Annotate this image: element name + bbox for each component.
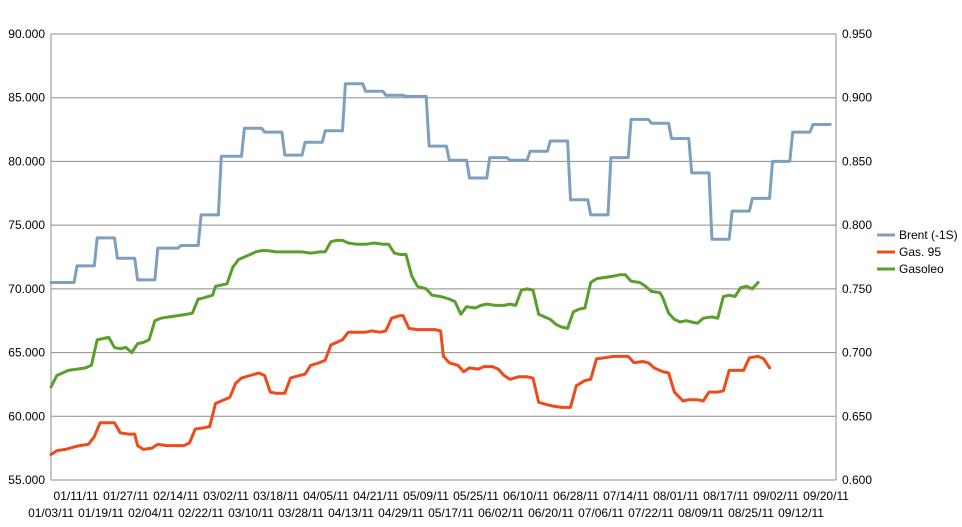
y-right-tick-label: 0.600 — [842, 473, 872, 487]
x-tick-label: 05/09/11 — [403, 489, 449, 503]
x-tick-label: 01/03/11 — [28, 506, 74, 520]
x-tick-label: 05/25/11 — [453, 489, 499, 503]
x-tick-label: 04/21/11 — [353, 489, 399, 503]
y-left-tick-label: 80.000 — [8, 154, 45, 168]
gridlines — [51, 33, 836, 481]
y-left-tick-label: 75.000 — [8, 218, 45, 232]
x-tick-label: 08/17/11 — [703, 489, 749, 503]
x-tick-label: 09/02/11 — [753, 489, 799, 503]
x-tick-label: 06/10/11 — [503, 489, 549, 503]
y-right-tick-label: 0.750 — [842, 282, 872, 296]
legend-entry-label: Gas. 95 — [899, 245, 941, 259]
x-tick-label: 06/02/11 — [478, 506, 524, 520]
y-axis-right-labels: 0.600 0.650 0.700 0.750 0.800 0.850 0.900 0.950 — [842, 27, 872, 487]
x-tick-label: 08/09/11 — [678, 506, 724, 520]
x-tick-label: 03/02/11 — [203, 489, 249, 503]
y-right-tick-label: 0.850 — [842, 154, 872, 168]
x-tick-label: 03/28/11 — [278, 506, 324, 520]
x-tick-label: 02/22/11 — [178, 506, 224, 520]
series-lines — [49, 82, 832, 456]
x-tick-label: 02/14/11 — [153, 489, 199, 503]
series-line-1 — [49, 314, 772, 456]
x-tick-label: 08/25/11 — [728, 506, 774, 520]
x-tick-label: 07/22/11 — [628, 506, 674, 520]
x-tick-label: 04/05/11 — [303, 489, 349, 503]
legend: Brent (-1S) Gas. 95 Gasoleo — [877, 228, 958, 276]
axes — [50, 34, 837, 481]
x-tick-label: 06/20/11 — [528, 506, 574, 520]
x-tick-label: 02/04/11 — [128, 506, 174, 520]
legend-entry-label: Gasoleo — [899, 262, 944, 276]
legend-entry-label: Brent (-1S) — [899, 228, 958, 242]
y-left-tick-label: 70.000 — [8, 282, 45, 296]
y-right-tick-label: 0.800 — [842, 218, 872, 232]
y-right-tick-label: 0.700 — [842, 346, 872, 360]
x-tick-label: 08/01/11 — [653, 489, 699, 503]
x-tick-label: 03/10/11 — [228, 506, 274, 520]
y-left-tick-label: 55.000 — [8, 473, 45, 487]
x-tick-label: 01/19/11 — [78, 506, 124, 520]
x-tick-label: 04/13/11 — [328, 506, 374, 520]
x-tick-label: 07/14/11 — [603, 489, 649, 503]
y-axis-left-labels: 55.000 60.000 65.000 70.000 75.000 80.000 85.0… — [8, 27, 45, 487]
y-right-tick-label: 0.900 — [842, 91, 872, 105]
y-right-tick-label: 0.950 — [842, 27, 872, 41]
series-line-0 — [49, 82, 832, 284]
x-tick-label: 09/12/11 — [778, 506, 824, 520]
y-left-tick-label: 65.000 — [8, 346, 45, 360]
x-axis-labels: 01/11/11 01/27/11 02/14/11 03/02/11 03/18/11… — [28, 489, 849, 520]
x-tick-label: 03/18/11 — [253, 489, 299, 503]
x-tick-label: 05/17/11 — [428, 506, 474, 520]
x-tick-label: 04/29/11 — [378, 506, 424, 520]
x-tick-label: 01/11/11 — [54, 489, 99, 503]
series-line-2 — [49, 238, 760, 389]
y-right-tick-label: 0.650 — [842, 409, 872, 423]
y-left-tick-label: 60.000 — [8, 409, 45, 423]
x-tick-label: 01/27/11 — [103, 489, 149, 503]
x-tick-label: 06/28/11 — [553, 489, 599, 503]
x-tick-label: 07/06/11 — [578, 506, 624, 520]
y-left-tick-label: 90.000 — [8, 27, 45, 41]
x-tick-label: 09/20/11 — [803, 489, 849, 503]
y-left-tick-label: 85.000 — [8, 91, 45, 105]
